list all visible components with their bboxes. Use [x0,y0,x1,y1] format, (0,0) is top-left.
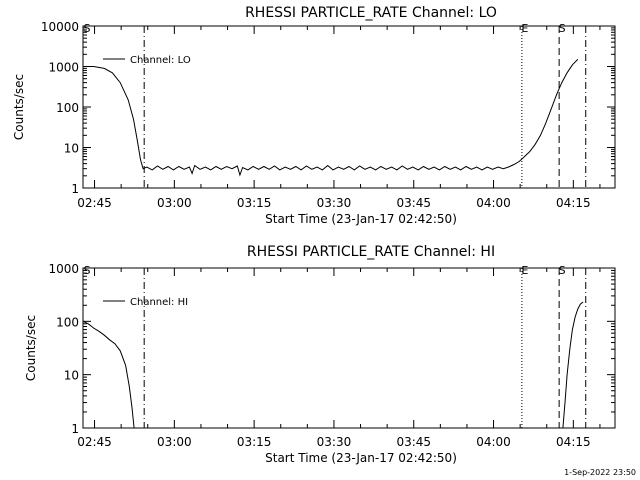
x-tick-label: 02:45 [77,435,112,449]
corner-marker-label: S [84,22,91,35]
series-line [83,59,579,177]
y-axis-label: Counts/sec [12,74,26,140]
corner-marker-label: S [84,264,91,277]
y-tick-label: 1 [71,182,79,196]
legend-entry: Channel: HI [130,297,188,308]
footer-timestamp: 1-Sep-2022 23:50 [564,468,636,477]
legend-entry: Channel: LO [130,55,191,66]
plot-frame [82,267,616,429]
plot-frame [82,25,616,189]
x-axis-label: Start Time (23-Jan-17 02:42:50) [265,212,457,226]
y-tick-label: 10 [64,369,79,383]
x-tick-label: 03:00 [157,435,192,449]
x-axis-label: Start Time (23-Jan-17 02:42:50) [265,451,457,465]
x-tick-label: 03:15 [237,196,272,210]
x-tick-label: 02:45 [77,196,112,210]
x-tick-label: 03:00 [157,196,192,210]
series-line [82,320,135,429]
event-line-label: S [559,264,566,277]
y-tick-label: 10 [64,142,79,156]
y-axis-label: Counts/sec [24,315,38,381]
event-line-label: S [559,22,566,35]
y-tick-label: 1 [71,422,79,436]
event-line-label: E [521,264,528,277]
y-tick-label: 1000 [48,61,79,75]
series-line [562,301,584,429]
y-tick-label: 100 [56,315,79,329]
event-line-label: E [521,22,528,35]
y-tick-label: 100 [56,101,79,115]
x-tick-label: 03:30 [317,435,352,449]
chart-title: RHESSI PARTICLE_RATE Channel: LO [245,5,497,21]
x-tick-label: 04:15 [556,196,591,210]
x-tick-label: 04:00 [476,435,511,449]
plot-hi-channel: RHESSI PARTICLE_RATE Channel: HI 02:45 03:… [24,244,616,465]
x-tick-label: 04:00 [476,196,511,210]
x-tick-label: 03:45 [396,196,431,210]
y-tick-label: 1000 [48,262,79,276]
chart-title: RHESSI PARTICLE_RATE Channel: HI [247,244,495,260]
x-tick-label: 03:30 [317,196,352,210]
x-tick-label: 04:15 [556,435,591,449]
y-tick-label: 10000 [41,20,79,34]
plot-lo-channel: RHESSI PARTICLE_RATE Channel: LO 02:45 03:… [12,5,616,226]
x-tick-label: 03:45 [396,435,431,449]
x-tick-label: 03:15 [237,435,272,449]
